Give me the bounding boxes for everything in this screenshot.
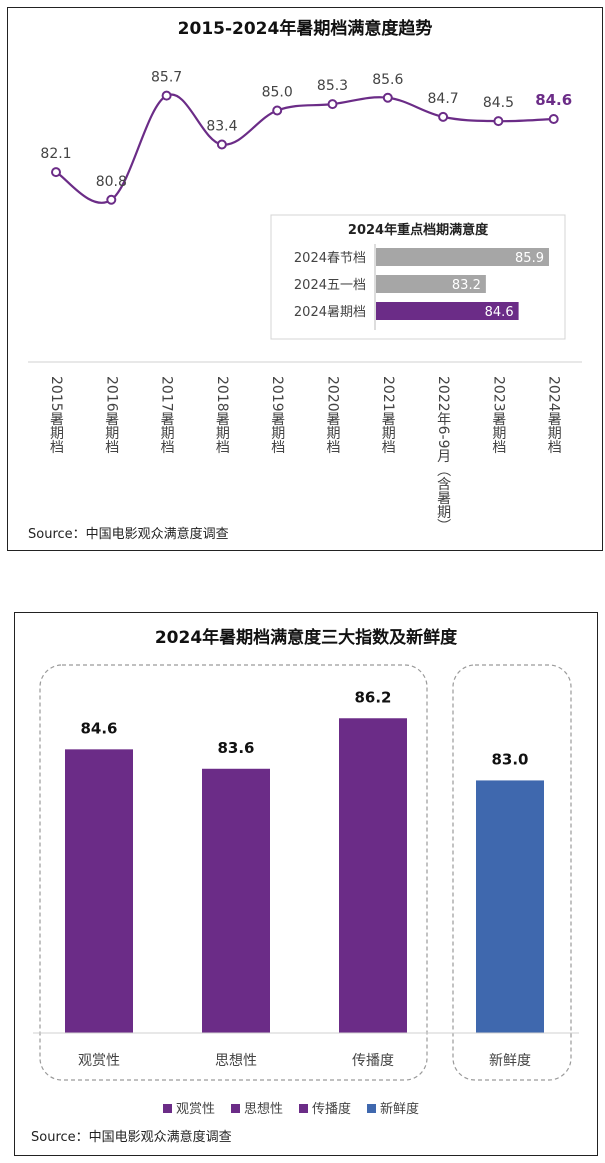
trend-x-tick-label: 2023暑期档 (490, 376, 506, 454)
trend-data-label: 80.8 (96, 174, 127, 190)
index-bar-value: 83.6 (217, 739, 254, 757)
inset-category-label: 2024春节档 (294, 251, 366, 266)
inset-bar (376, 302, 519, 320)
inset-bar-value: 84.6 (485, 305, 514, 320)
trend-x-tick-label: 2016暑期档 (103, 376, 119, 454)
index-bar (202, 768, 270, 1033)
trend-data-label: 82.1 (40, 146, 71, 162)
trend-point (327, 99, 338, 110)
index-group-box (39, 664, 428, 1081)
legend-swatch (231, 1104, 240, 1113)
index-bar-value: 83.0 (491, 750, 528, 768)
trend-data-label: 85.7 (151, 70, 182, 86)
trend-chart-source: Source：中国电影观众满意度调查 (28, 526, 229, 542)
trend-point (51, 167, 61, 178)
inset-category-label: 2024暑期档 (294, 305, 366, 320)
trend-point (161, 90, 172, 101)
trend-x-tick-label: 2024暑期档 (546, 376, 562, 454)
trend-point (493, 116, 504, 127)
trend-x-tick-label: 2018暑期档 (214, 376, 230, 454)
index-chart-source: Source：中国电影观众满意度调查 (31, 1129, 232, 1145)
trend-series-line (55, 93, 554, 204)
legend-entry-label: 传播度 (312, 1101, 351, 1117)
legend-swatch (299, 1104, 308, 1113)
trend-point (382, 92, 393, 103)
inset-category-label: 2024五一档 (294, 278, 366, 293)
index-bar (339, 718, 407, 1033)
trend-chart: 2015-2024年暑期档满意度趋势 82.1 80.8 85.7 83.4 85.0 8… (28, 18, 582, 542)
trend-data-label: 85.0 (262, 85, 293, 101)
trend-point (106, 194, 117, 205)
trend-data-label: 83.4 (206, 119, 237, 135)
index-bar (476, 780, 544, 1033)
index-bar-value: 84.6 (80, 719, 117, 737)
legend-entry-label: 思想性 (244, 1101, 283, 1117)
index-category-label: 传播度 (352, 1053, 394, 1069)
trend-point (548, 114, 559, 124)
legend-entry-label: 观赏性 (176, 1102, 215, 1117)
index-bar-value: 86.2 (354, 688, 391, 706)
index-category-label: 新鲜度 (489, 1053, 531, 1069)
trend-data-label: 84.6 (535, 91, 572, 109)
inset-chart-title: 2024年重点档期满意度 (348, 222, 489, 238)
trend-chart-title: 2015-2024年暑期档满意度趋势 (178, 18, 433, 39)
legend-swatch (367, 1104, 376, 1113)
trend-data-label: 85.3 (317, 78, 348, 94)
trend-x-tick-label: 2020暑期档 (325, 376, 341, 454)
inset-bar (376, 248, 549, 266)
trend-x-tick-label: 2015暑期档 (48, 376, 64, 454)
index-category-label: 思想性 (215, 1053, 257, 1069)
trend-point (272, 105, 283, 116)
trend-x-tick-label: 2021暑期档 (380, 376, 396, 454)
trend-point (438, 111, 449, 122)
trend-x-tick-label: 2022年6-9月（含暑期） (435, 376, 451, 533)
trend-data-label: 85.6 (372, 72, 403, 88)
trend-data-label: 84.7 (428, 91, 459, 107)
trend-point (216, 139, 227, 150)
index-chart-panel: 2024年暑期档满意度三大指数及新鲜度 84.6 观赏性 83.6 思想性 86.2 传播… (14, 612, 598, 1156)
index-bar (65, 749, 133, 1033)
trend-x-tick-label: 2019暑期档 (269, 376, 285, 454)
legend-swatch (163, 1104, 172, 1113)
inset-bar (376, 275, 486, 293)
index-category-label: 观赏性 (78, 1053, 120, 1069)
inset-bar-value: 85.9 (515, 251, 544, 266)
trend-x-tick-label: 2017暑期档 (159, 376, 175, 454)
inset-bar-value: 83.2 (452, 278, 481, 293)
index-chart-title: 2024年暑期档满意度三大指数及新鲜度 (155, 627, 458, 648)
index-chart: 2024年暑期档满意度三大指数及新鲜度 84.6 观赏性 83.6 思想性 86.2 传播… (31, 627, 579, 1145)
legend-entry-label: 新鲜度 (380, 1101, 419, 1117)
trend-chart-panel: 2015-2024年暑期档满意度趋势 82.1 80.8 85.7 83.4 85.0 8… (7, 7, 603, 551)
freshness-group-box (452, 664, 572, 1081)
trend-data-label: 84.5 (483, 95, 514, 111)
